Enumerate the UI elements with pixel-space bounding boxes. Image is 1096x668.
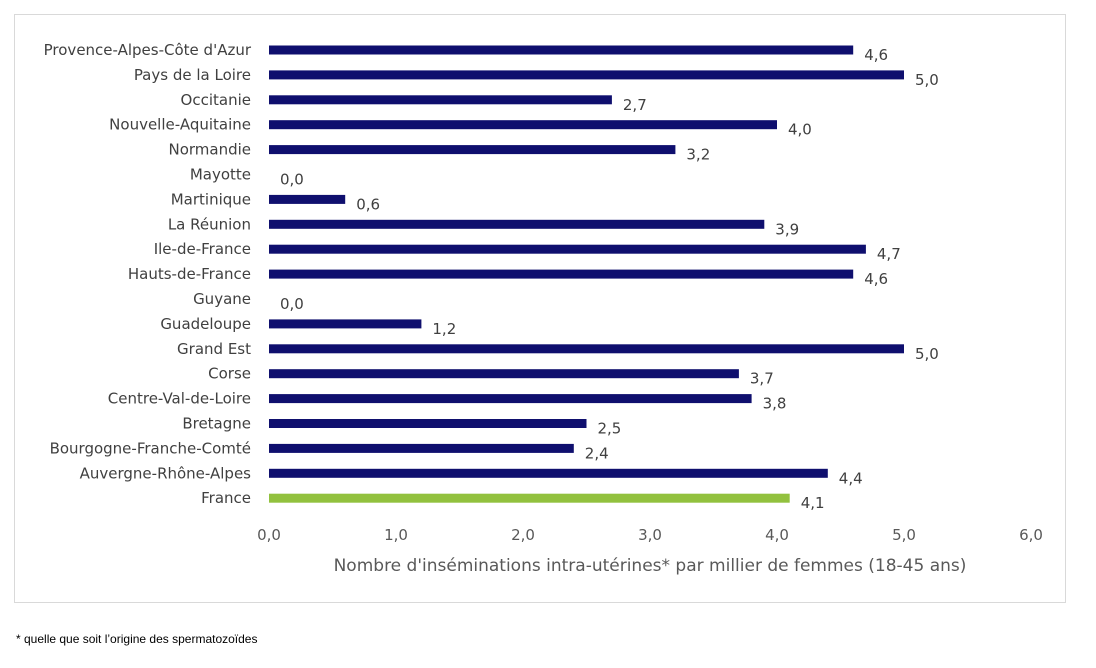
chart-frame: Provence-Alpes-Côte d'Azur Pays de la Loi…: [14, 14, 1066, 603]
category-label-bretagne: Bretagne: [182, 415, 251, 433]
value-label-centre-val-de-loire: 3,8: [763, 395, 787, 413]
value-label-bretagne: 2,5: [598, 420, 622, 438]
bar-la-reunion: [269, 219, 765, 229]
category-label-guadeloupe: Guadeloupe: [160, 315, 251, 333]
value-label-bourgogne-franche-comte: 2,4: [585, 444, 609, 462]
category-label-occitanie: Occitanie: [181, 91, 251, 109]
bar-occitanie: [269, 95, 612, 105]
value-label-guadeloupe: 1,2: [432, 320, 456, 338]
category-label-la-reunion: La Réunion: [168, 215, 251, 233]
bar-nouvelle-aquitaine: [269, 120, 777, 130]
bar-normandie: [269, 145, 676, 155]
bar-corse: [269, 369, 739, 379]
value-labels-group: 4,6 5,0 2,7 4,0 3,2 0,0 0,6 3,9 4,7 4,6 0,0 1,2 5,0 3…: [280, 46, 939, 512]
category-label-grand-est: Grand Est: [177, 340, 251, 358]
category-label-centre-val-de-loire: Centre-Val-de-Loire: [108, 390, 251, 408]
footnote: * quelle que soit l’origine des spermato…: [16, 632, 258, 646]
x-tick-label: 2,0: [511, 526, 535, 544]
category-label-bourgogne-franche-comte: Bourgogne-Franche-Comté: [50, 439, 251, 457]
category-labels-group: Provence-Alpes-Côte d'Azur Pays de la Loi…: [44, 41, 252, 507]
value-label-mayotte: 0,0: [280, 171, 304, 189]
value-label-grand-est: 5,0: [915, 345, 939, 363]
bar-martinique: [269, 194, 346, 204]
category-label-provence-alpes-cote-d-azur: Provence-Alpes-Côte d'Azur: [44, 41, 252, 59]
bar-france: [269, 493, 790, 503]
value-label-normandie: 3,2: [686, 146, 710, 164]
bar-centre-val-de-loire: [269, 394, 752, 404]
category-label-martinique: Martinique: [171, 190, 251, 208]
value-label-martinique: 0,6: [356, 195, 380, 213]
x-tick-labels-group: 0,0 1,0 2,0 3,0 4,0 5,0 6,0: [257, 526, 1043, 544]
value-label-la-reunion: 3,9: [775, 220, 799, 238]
value-label-guyane: 0,0: [280, 295, 304, 313]
bar-provence-alpes-cote-d-azur: [269, 45, 854, 55]
x-tick-label: 5,0: [892, 526, 916, 544]
bar-grand-est: [269, 344, 904, 354]
bar-bourgogne-franche-comte: [269, 443, 574, 453]
value-label-france: 4,1: [801, 494, 825, 512]
value-label-ile-de-france: 4,7: [877, 245, 901, 263]
x-tick-label: 4,0: [765, 526, 789, 544]
x-tick-label: 3,0: [638, 526, 662, 544]
value-label-pays-de-la-loire: 5,0: [915, 71, 939, 89]
category-label-hauts-de-france: Hauts-de-France: [128, 265, 251, 283]
value-label-nouvelle-aquitaine: 4,0: [788, 121, 812, 139]
value-label-corse: 3,7: [750, 370, 774, 388]
bar-bretagne: [269, 419, 587, 428]
bar-chart: Provence-Alpes-Côte d'Azur Pays de la Loi…: [44, 41, 1043, 576]
value-label-provence-alpes-cote-d-azur: 4,6: [864, 46, 888, 64]
bar-auvergne-rhone-alpes: [269, 468, 828, 478]
bar-guadeloupe: [269, 319, 422, 329]
x-tick-label: 6,0: [1019, 526, 1043, 544]
category-label-mayotte: Mayotte: [190, 166, 251, 184]
category-label-auvergne-rhone-alpes: Auvergne-Rhône-Alpes: [80, 464, 252, 482]
category-label-nouvelle-aquitaine: Nouvelle-Aquitaine: [109, 116, 251, 134]
category-label-ile-de-france: Ile-de-France: [154, 240, 251, 258]
value-label-hauts-de-france: 4,6: [864, 270, 888, 288]
category-label-corse: Corse: [208, 365, 251, 383]
bars-group: [269, 45, 904, 503]
x-tick-label: 0,0: [257, 526, 281, 544]
value-label-auvergne-rhone-alpes: 4,4: [839, 469, 863, 487]
value-label-occitanie: 2,7: [623, 96, 647, 114]
bar-pays-de-la-loire: [269, 70, 904, 80]
category-label-guyane: Guyane: [193, 290, 251, 308]
x-axis-title: Nombre d'inséminations intra-utérines* p…: [334, 556, 967, 576]
bar-ile-de-france: [269, 244, 866, 254]
category-label-normandie: Normandie: [168, 141, 251, 159]
category-label-france: France: [201, 489, 251, 507]
x-tick-label: 1,0: [384, 526, 408, 544]
category-label-pays-de-la-loire: Pays de la Loire: [134, 66, 251, 84]
bar-hauts-de-france: [269, 269, 854, 279]
